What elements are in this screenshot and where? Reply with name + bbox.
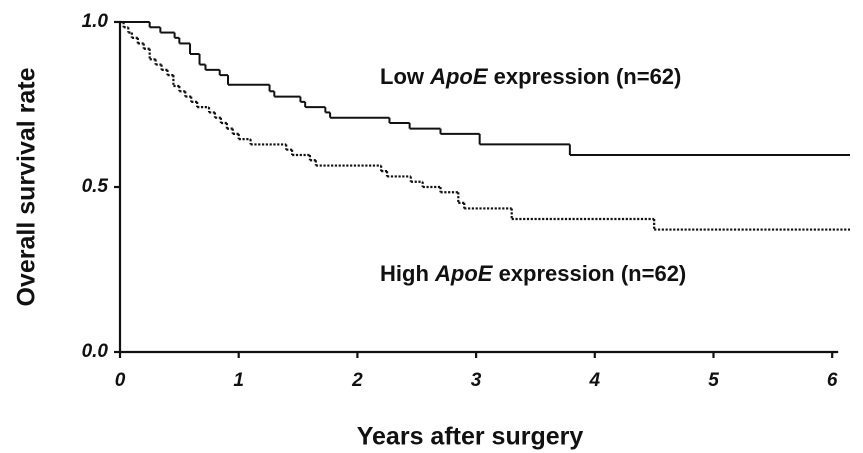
x-axis-title: Years after surgery [357,423,584,451]
annotation-part: Low [380,64,430,89]
annotation-part: High [380,261,435,286]
x-tick-label: 1 [233,370,244,391]
x-tick-label: 0 [115,370,126,391]
annotation-part: expression (n=62) [492,261,686,286]
x-tick-label: 2 [351,370,363,391]
y-tick-label: 1.0 [82,11,109,32]
x-tick-label: 3 [471,370,482,391]
x-tick-label: 5 [708,370,719,391]
annotation: High ApoE expression (n=62) [380,261,686,286]
annotation-part: ApoE [429,64,489,89]
annotation-part: ApoE [434,261,494,286]
annotation-part: expression (n=62) [488,64,682,89]
y-tick-label: 0.5 [82,176,109,197]
annotation: Low ApoE expression (n=62) [380,64,681,89]
y-tick-label: 0.0 [82,341,109,362]
x-tick-label: 6 [827,370,838,391]
y-axis-title: Overall survival rate [13,67,41,306]
x-tick-label: 4 [589,370,601,391]
